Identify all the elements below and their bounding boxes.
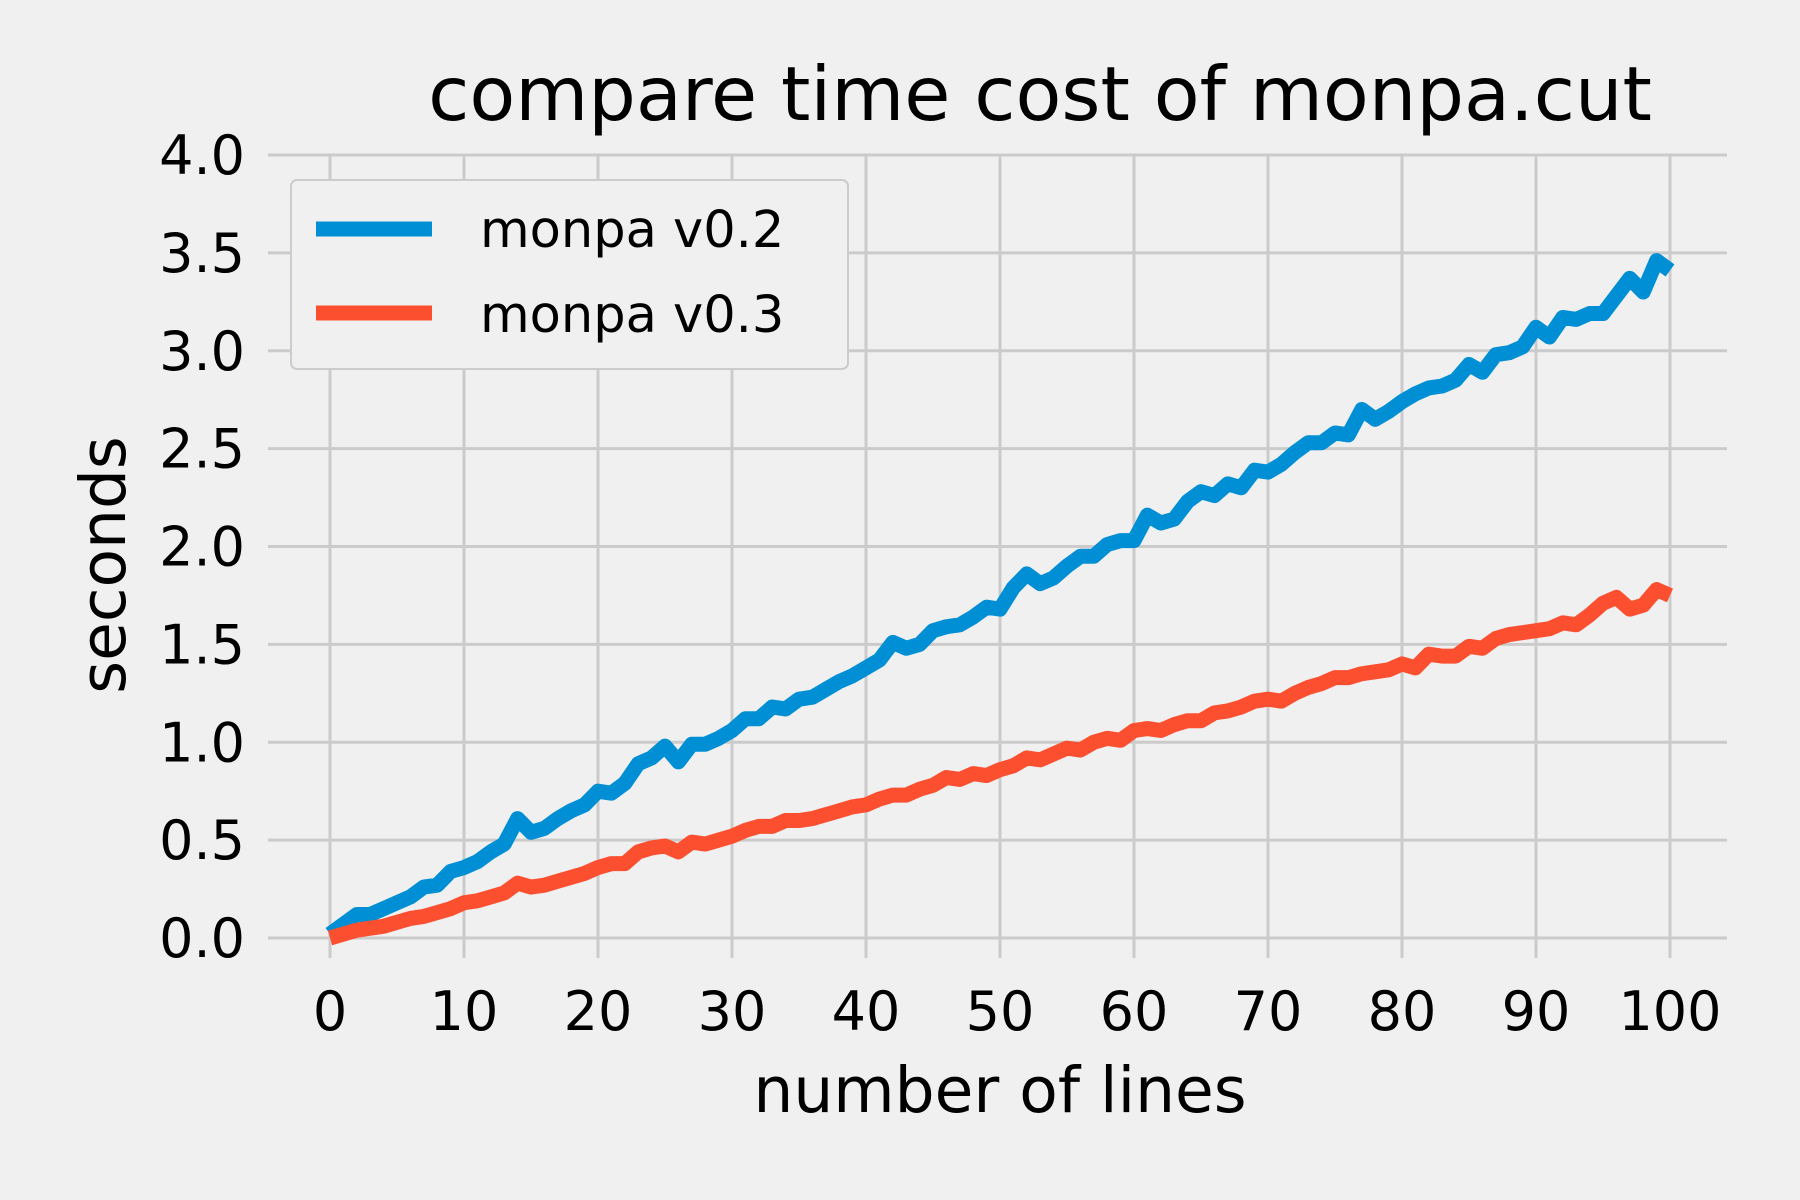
tick-labels: 0 10 20 30 40 50 60 70 80 90 100 0.0 0.5 1.0 1.5 2.0 2.5… xyxy=(159,124,1721,1043)
series-line-v03 xyxy=(327,582,1674,946)
x-tick-label: 0 xyxy=(313,980,347,1043)
x-tick-label: 70 xyxy=(1234,980,1303,1043)
series-lines xyxy=(325,253,1675,946)
x-tick-label: 100 xyxy=(1618,980,1721,1043)
y-tick-label: 0.0 xyxy=(159,907,245,970)
x-tick-label: 40 xyxy=(832,980,901,1043)
y-tick-label: 2.0 xyxy=(159,516,245,579)
y-tick-label: 1.0 xyxy=(159,711,245,774)
y-tick-label: 4.0 xyxy=(159,124,245,187)
series-line-v02 xyxy=(325,253,1675,941)
y-tick-label: 3.0 xyxy=(159,320,245,383)
y-axis-title: seconds xyxy=(67,436,140,694)
x-tick-label: 50 xyxy=(966,980,1035,1043)
legend-label-v03: monpa v0.3 xyxy=(480,286,784,345)
x-axis-title: number of lines xyxy=(753,1054,1246,1127)
x-tick-label: 10 xyxy=(430,980,499,1043)
x-tick-label: 60 xyxy=(1100,980,1169,1043)
x-tick-label: 80 xyxy=(1368,980,1437,1043)
y-tick-label: 0.5 xyxy=(159,809,245,872)
chart-title: compare time cost of monpa.cut xyxy=(428,50,1652,138)
legend: monpa v0.2 monpa v0.3 xyxy=(290,179,849,370)
x-tick-label: 90 xyxy=(1502,980,1571,1043)
y-tick-label: 1.5 xyxy=(159,613,245,676)
y-tick-label: 2.5 xyxy=(159,418,245,481)
legend-label-v02: monpa v0.2 xyxy=(480,201,784,260)
x-tick-label: 30 xyxy=(698,980,767,1043)
y-tick-label: 3.5 xyxy=(159,222,245,285)
x-tick-label: 20 xyxy=(564,980,633,1043)
